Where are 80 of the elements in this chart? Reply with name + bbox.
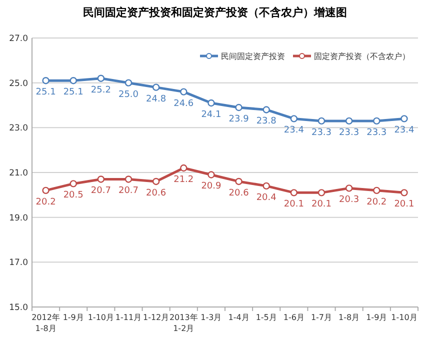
point: [373, 186, 380, 194]
y-tick-label: 15.0: [9, 303, 28, 313]
point: [235, 104, 242, 112]
x-tick-label: 1-5月: [256, 313, 277, 322]
point: [152, 178, 160, 186]
x-tick-label: 1-9月: [62, 313, 84, 322]
data-label: 20.1: [284, 200, 304, 210]
data-label: 25.2: [90, 85, 111, 96]
data-label: 20.1: [311, 200, 332, 210]
data-label: 23.3: [311, 128, 332, 138]
point: [97, 74, 105, 82]
x-tick-label: 1-10月: [88, 313, 114, 322]
data-label: 23.9: [228, 114, 250, 124]
x-tick-label: 2012年 1-8月: [32, 313, 60, 333]
point: [345, 184, 353, 192]
data-label: 25.1: [63, 88, 84, 98]
point: [345, 117, 353, 125]
data-label: 25.1: [36, 88, 56, 98]
legend-label: 固定资产投资（不含农户）: [314, 52, 410, 61]
data-label: 23.3: [339, 128, 360, 138]
data-label: 23.8: [256, 116, 277, 127]
x-tick-label: 1-3月: [200, 313, 222, 322]
data-label: 24.1: [201, 110, 222, 120]
x-tick-label: 1-7月: [310, 313, 332, 322]
data-label: 20.2: [36, 197, 56, 208]
y-tick-label: 25.0: [9, 78, 28, 89]
point: [97, 176, 105, 183]
data-label: 20.1: [394, 200, 414, 210]
point: [208, 171, 215, 178]
data-label: 20.7: [90, 186, 111, 196]
point: [152, 84, 160, 91]
data-label: 20.5: [63, 190, 84, 201]
point: [42, 76, 50, 84]
point: [124, 79, 132, 86]
point: [235, 178, 242, 186]
x-tick-label: 1-4月: [228, 313, 250, 322]
point: [373, 117, 380, 125]
x-tick-label: 1-12月: [142, 313, 170, 322]
point: [180, 164, 188, 172]
data-label: 24.8: [146, 94, 166, 104]
point: [180, 88, 188, 96]
x-tick-label: 1-9月: [366, 313, 388, 322]
chart-title: 民间固定资产投资和固定资产投资（不含农户）增速图: [83, 6, 347, 19]
data-label: 20.3: [339, 195, 360, 206]
point: [318, 189, 326, 196]
data-label: 23.3: [366, 128, 387, 138]
legend-label: 民间固定资产投资: [221, 52, 285, 61]
point: [290, 189, 298, 196]
data-label: 25.0: [118, 90, 139, 100]
x-tick-label: 2013年 1-2月: [169, 313, 198, 333]
y-tick-label: 17.0: [9, 258, 28, 268]
data-label: 20.2: [366, 197, 387, 208]
point: [70, 76, 77, 84]
point: [262, 182, 270, 190]
y-tick-label: 21.0: [9, 168, 28, 178]
point: [318, 117, 326, 125]
point: [290, 115, 298, 122]
data-label: 20.7: [118, 186, 139, 196]
data-label: 23.4: [394, 126, 415, 136]
x-tick-label: 1-11月: [115, 313, 142, 322]
point: [262, 106, 270, 114]
data-label: 20.9: [201, 182, 222, 192]
y-tick-label: 23.0: [9, 124, 28, 134]
point: [208, 99, 215, 107]
point: [400, 115, 408, 122]
x-tick-label: 1-8月: [338, 313, 360, 322]
x-tick-label: 1-10月: [391, 313, 418, 322]
point: [42, 186, 50, 194]
data-label: 21.2: [174, 175, 194, 186]
point: [400, 189, 408, 196]
data-label: 24.6: [174, 98, 194, 109]
x-tick-label: 1-6月: [283, 313, 304, 322]
data-label: 20.6: [146, 188, 166, 198]
point: [124, 176, 132, 183]
data-label: 23.4: [284, 126, 304, 136]
point: [70, 180, 77, 188]
y-tick-label: 19.0: [9, 213, 28, 224]
data-label: 20.4: [256, 192, 277, 203]
data-label: 20.6: [228, 188, 250, 198]
y-tick-label: 27.0: [9, 34, 28, 44]
